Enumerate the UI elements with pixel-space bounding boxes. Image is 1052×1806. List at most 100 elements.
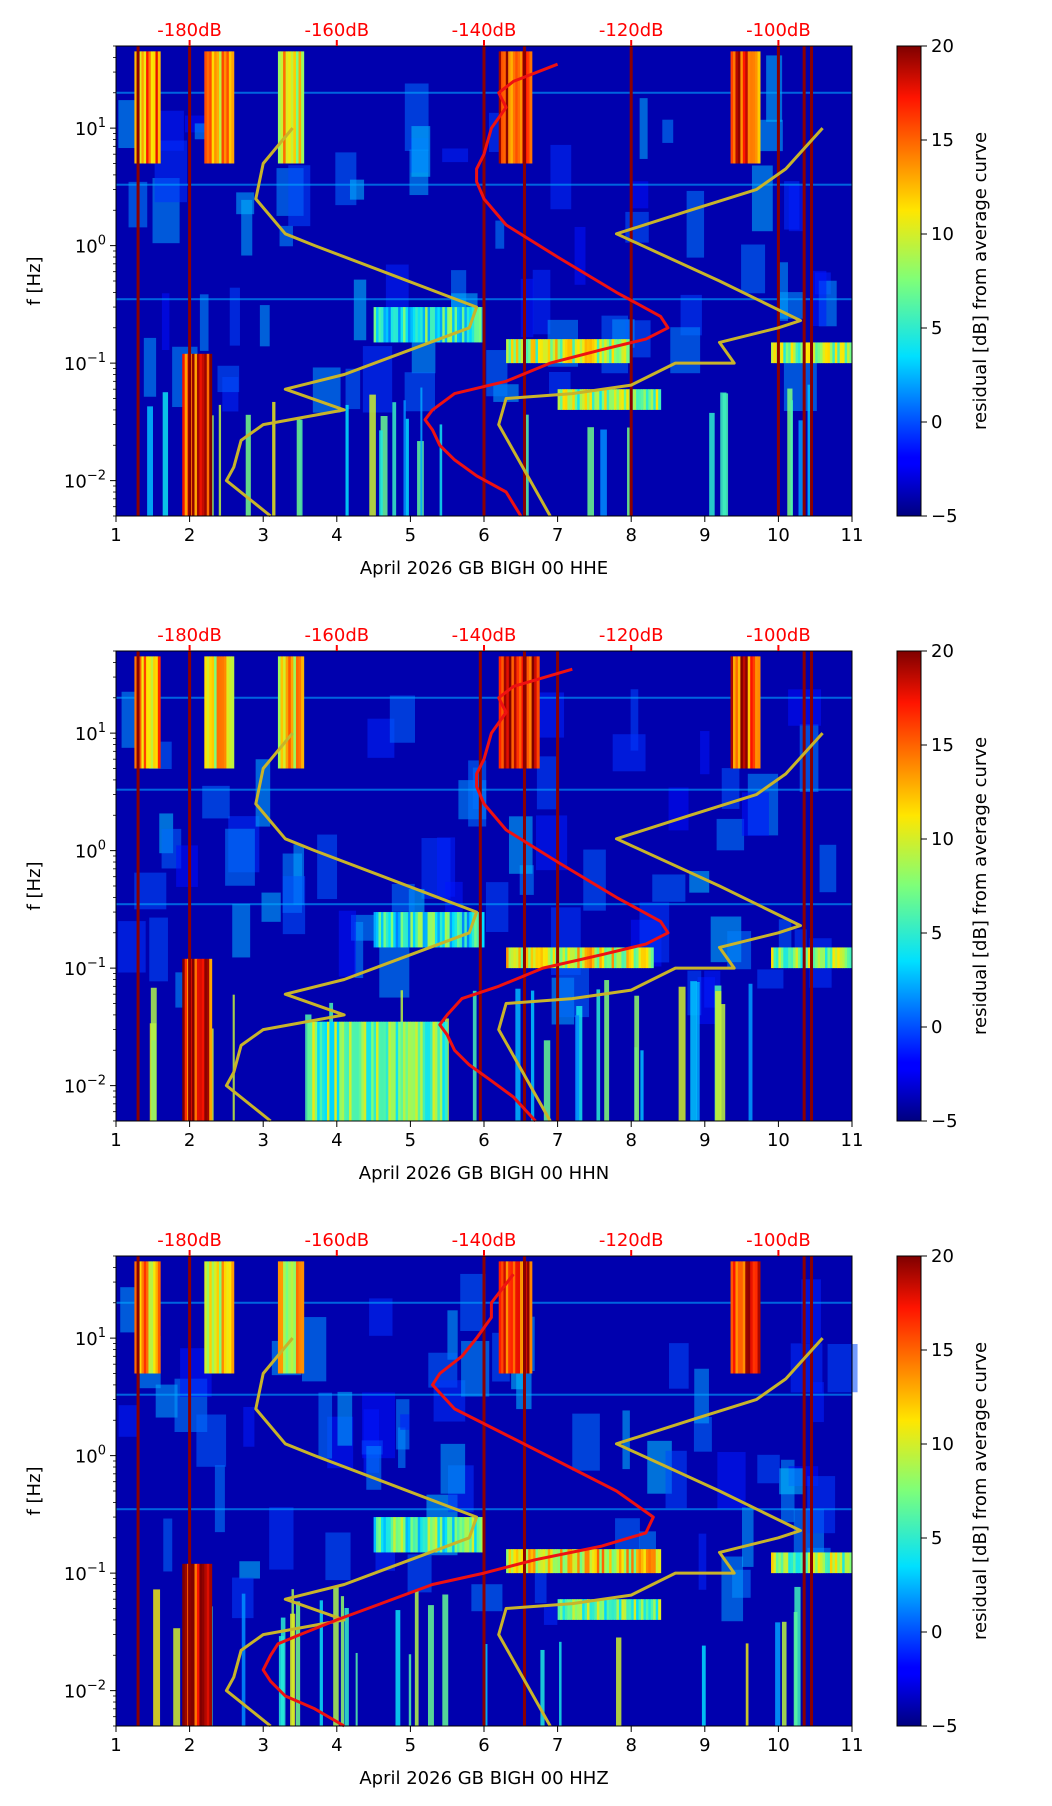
bright-band-cell [194,958,198,1121]
bright-band-cell [757,1261,761,1374]
heatmap-cell [442,148,469,163]
bright-band-cell [390,912,394,948]
y-axis-label: f [Hz] [24,1466,45,1515]
bright-band-cell [461,307,465,343]
heatmap-cell [810,1382,824,1423]
bright-band-cell [730,1261,734,1374]
bright-band-cell [648,947,652,969]
bright-band-cell [604,389,608,410]
x-tick-label: 6 [478,1735,489,1756]
x-tick-label: 3 [257,1735,268,1756]
bright-band-cell [609,1549,613,1574]
bright-band-cell [293,1261,297,1374]
bright-band-cell [457,912,460,948]
bright-band-cell [211,656,215,769]
bright-band-cell [293,656,297,769]
bright-band-cell [512,51,516,164]
bright-band-cell [403,307,406,343]
bright-band-cell [459,1517,463,1553]
bright-band-cell [155,656,159,769]
bright-band-cell [557,389,561,410]
bright-band-cell [740,1261,744,1374]
bright-band-cell [437,1021,441,1121]
x-tick-label: 8 [625,1130,636,1151]
bright-band-cell [757,656,761,769]
bright-band-cell [388,912,392,948]
bright-band-cell [790,342,794,364]
bright-band-cell [735,51,739,164]
bright-band-cell [293,51,297,164]
bright-band-cell [209,656,213,769]
bright-band-cell [812,1552,816,1574]
bright-band-cell [339,1021,343,1121]
bright-band-cell [146,51,149,164]
bright-band-cell [832,342,836,364]
bright-band-cell [206,656,210,769]
bright-band-cell [515,947,519,969]
heatmap-cell [535,692,565,738]
colorbar-ticks: 20 15 10 5 0 −5 [921,641,958,1132]
x-tick-label: 1 [110,1130,121,1151]
bright-band-cell [417,1021,421,1121]
bright-band-cell [536,656,540,769]
bright-band-cell [750,656,754,769]
bright-band-cell [733,51,736,164]
bright-band-cell [614,1599,617,1620]
bright-band-cell [148,51,152,164]
transient-spike [439,424,443,516]
bright-band-cell [383,912,387,948]
colorbar-tick-label: 10 [931,224,954,245]
heatmap-cell [794,929,807,962]
bright-band-cell [410,307,414,343]
bright-band-cell [550,339,554,364]
bright-band-cell [512,1261,516,1374]
bright-band-cell [415,307,419,343]
bright-band-cell [747,656,751,769]
bright-band-cell [508,1549,512,1574]
bright-band-cell [434,1517,438,1553]
bright-band-cell [204,1261,208,1374]
bright-band-cell [454,1517,458,1553]
db-tick-label: -100dB [746,1230,811,1251]
heatmap-cell [163,1518,173,1572]
bright-band-cell [420,912,424,948]
bright-band-cell [184,353,188,516]
bright-band-cell [393,912,397,948]
bright-band-cell [569,1599,573,1620]
colorbar-tick-label: 0 [931,1017,942,1038]
bright-band-cell [192,958,196,1121]
bright-band-cell [606,1599,610,1620]
bright-band-cell [829,947,833,969]
bright-band-cell [599,1549,603,1574]
transient-spike [690,981,697,1121]
bright-band-cell [584,1549,588,1574]
bright-band-cell [599,947,603,969]
heatmap-cell [612,734,646,772]
bright-band-cell [542,339,546,364]
bright-band-cell [574,389,578,410]
bright-band-cell [579,1599,583,1620]
bright-band-cell [842,342,846,364]
bright-band-cell [582,1599,586,1620]
bright-band-cell [322,1021,326,1121]
bright-band-cell [430,912,433,948]
transient-spike [587,427,594,516]
bright-band-cell [800,947,804,969]
heatmap-cell [668,1343,689,1389]
bright-band-cell [745,1261,749,1374]
bright-band-cell [518,947,522,969]
heatmap-cell [143,337,157,397]
noise-model-low-line [224,732,479,1123]
bright-band-cell [395,1517,399,1553]
bright-band-cell [805,342,809,364]
bright-band-cell [157,1261,161,1374]
bright-band-cell [226,1261,230,1374]
bright-band-cell [231,51,235,164]
bright-band-cell [847,947,851,969]
bright-band-cell [314,1021,318,1121]
bright-band-cell [601,389,605,410]
bright-band-cell [444,1021,448,1121]
bright-band-cell [587,389,590,410]
bright-band-cell [594,1549,598,1574]
transient-spike [530,990,535,1121]
